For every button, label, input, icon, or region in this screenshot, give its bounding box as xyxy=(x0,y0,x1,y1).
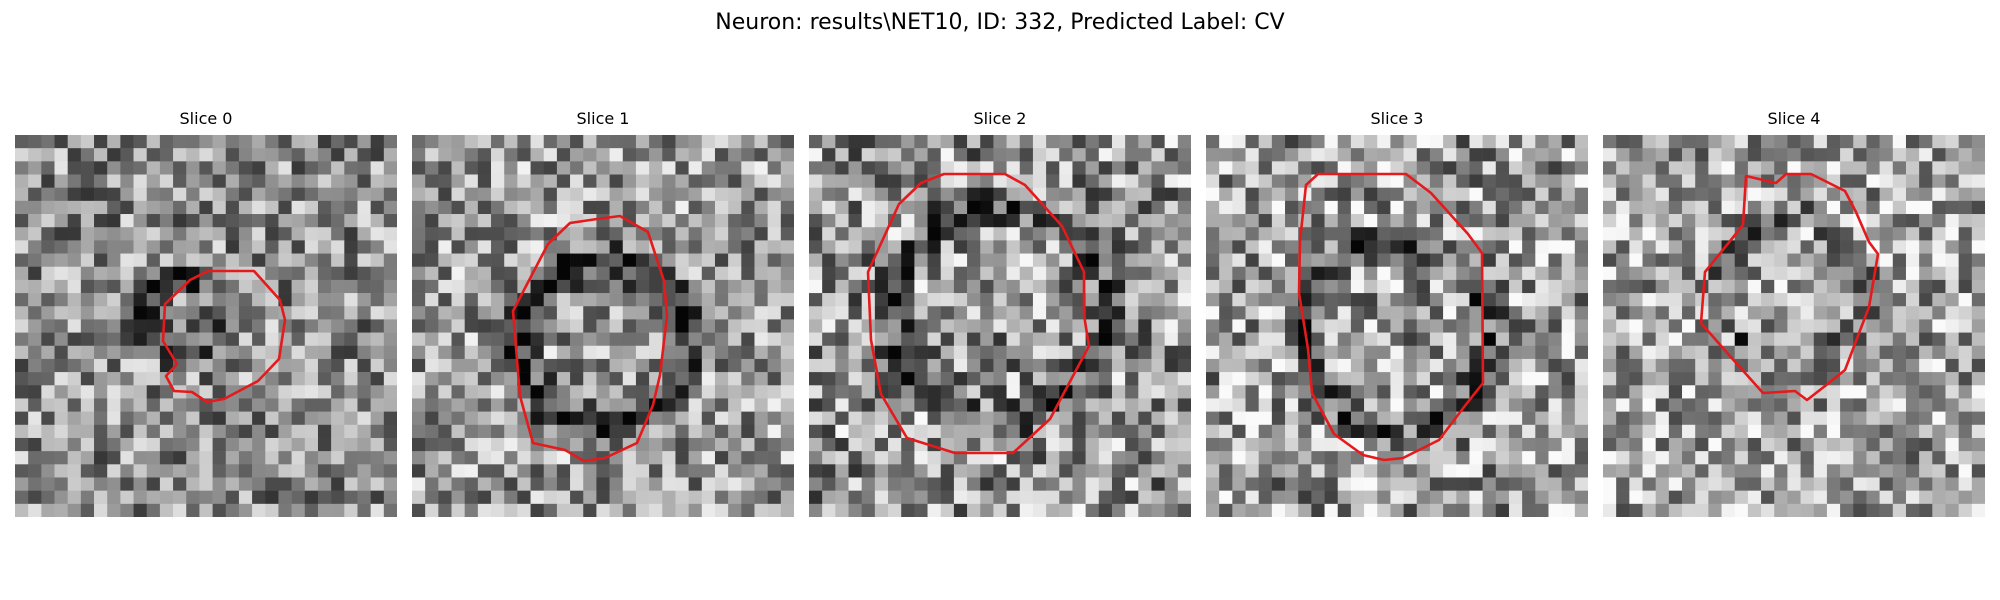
slice-image-1 xyxy=(412,135,794,517)
slice-title-0: Slice 0 xyxy=(179,109,233,128)
slice-title-3: Slice 3 xyxy=(1370,109,1424,128)
cell-outline-1 xyxy=(511,214,669,463)
slice-panel-4: Slice 4 xyxy=(1603,108,1985,517)
slice-title-1: Slice 1 xyxy=(576,109,630,128)
slice-panel-1: Slice 1 xyxy=(412,108,794,517)
slice-image-0 xyxy=(15,135,397,517)
slice-title-2: Slice 2 xyxy=(973,109,1027,128)
cell-outline-4 xyxy=(1699,172,1880,402)
slice-title-4: Slice 4 xyxy=(1767,109,1821,128)
figure-title: Neuron: results\NET10, ID: 332, Predicte… xyxy=(715,10,1285,35)
slice-image-2 xyxy=(809,135,1191,517)
cell-outline-2 xyxy=(866,172,1091,455)
cell-outline-3 xyxy=(1297,172,1485,462)
slice-panel-3: Slice 3 xyxy=(1206,108,1588,517)
slice-image-3 xyxy=(1206,135,1588,517)
slice-panel-2: Slice 2 xyxy=(809,108,1191,517)
slice-panel-0: Slice 0 xyxy=(15,108,397,517)
slice-image-4 xyxy=(1603,135,1985,517)
cell-outline-0 xyxy=(161,269,287,404)
